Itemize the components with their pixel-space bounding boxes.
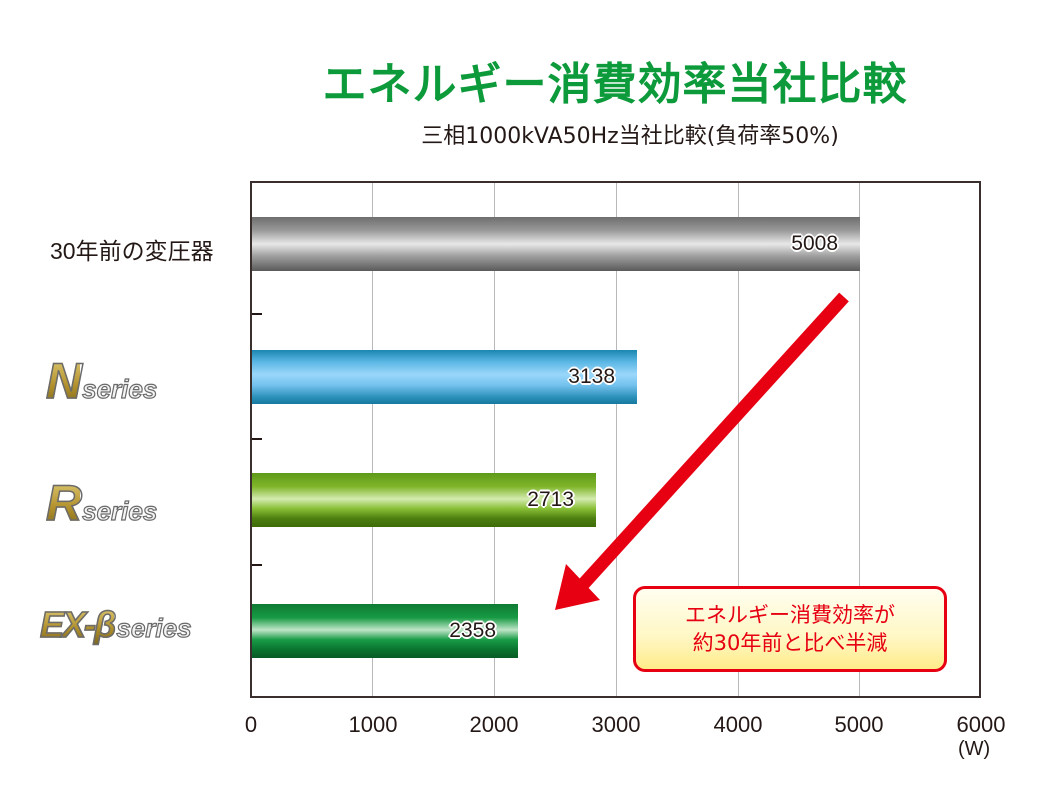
y-tick (252, 564, 262, 566)
x-tick-label: 5000 (834, 712, 884, 737)
x-tick-label: 2000 (469, 712, 519, 737)
category-label-old: 30年前の変圧器 (50, 238, 214, 264)
logo-suffix: series (82, 373, 158, 404)
logo-mark: N (45, 352, 83, 410)
x-axis-unit: (W) (958, 738, 991, 760)
bar-exb-series: 2358 (252, 604, 518, 658)
bar-value: 2713 (527, 488, 574, 511)
y-tick (252, 313, 262, 315)
logo-mark: EX-β (39, 603, 117, 646)
callout-box: エネルギー消費効率が 約30年前と比べ半減 (633, 586, 947, 672)
x-tick-label: 4000 (713, 712, 763, 737)
x-tick-label: 6000 (956, 712, 1006, 737)
chart-title: エネルギー消費効率当社比較 (322, 59, 908, 110)
bar-value: 5008 (791, 232, 838, 255)
gridline-2000 (494, 183, 495, 696)
bar-old-transformer: 5008 (252, 217, 860, 271)
bar-value: 3138 (568, 365, 615, 388)
x-tick-label: 1000 (348, 712, 398, 737)
bar-value: 2358 (449, 619, 496, 642)
gridline-5000 (859, 183, 860, 696)
exb-series-logo: EX-βseries (39, 603, 192, 646)
callout-line-1: エネルギー消費効率が (685, 603, 895, 627)
x-tick-label: 3000 (591, 712, 641, 737)
bar-n-series: 3138 (252, 350, 637, 404)
plot-area: 5008 3138 2713 2358 (250, 181, 981, 698)
n-series-logo: Nseries (45, 352, 158, 410)
y-tick (252, 438, 262, 440)
gridline-1000 (372, 183, 373, 696)
bar-r-series: 2713 (252, 473, 596, 527)
x-tick-label: 0 (244, 712, 258, 737)
chart-subtitle: 三相1000kVA50Hz当社比較(負荷率50%) (421, 124, 839, 149)
logo-suffix: series (82, 495, 158, 526)
logo-mark: R (45, 474, 83, 532)
logo-suffix: series (116, 612, 192, 643)
r-series-logo: Rseries (45, 474, 158, 532)
callout-line-2: 約30年前と比べ半減 (692, 631, 888, 655)
